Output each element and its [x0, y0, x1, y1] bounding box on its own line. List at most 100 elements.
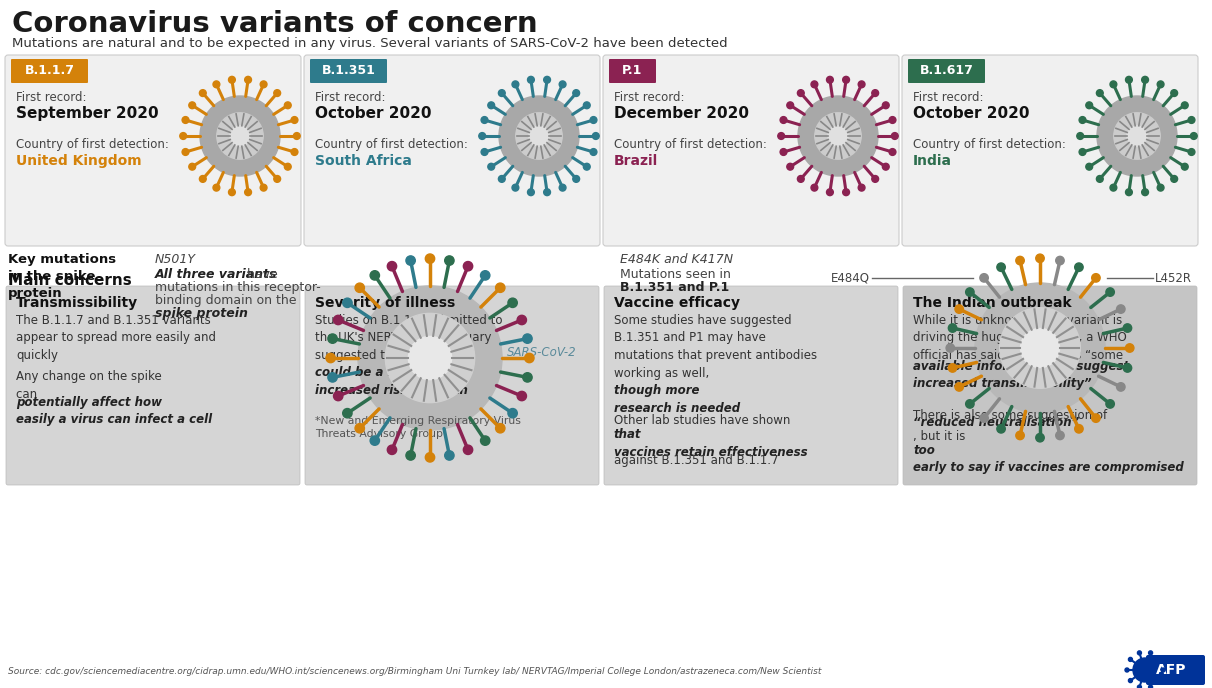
Circle shape — [842, 76, 850, 83]
Circle shape — [1116, 383, 1125, 391]
Circle shape — [583, 163, 590, 170]
Circle shape — [1105, 288, 1114, 297]
Circle shape — [947, 344, 955, 352]
Circle shape — [179, 133, 187, 140]
Circle shape — [274, 89, 281, 96]
Circle shape — [1157, 678, 1161, 682]
FancyBboxPatch shape — [305, 286, 599, 485]
Circle shape — [291, 149, 298, 155]
Circle shape — [559, 184, 566, 191]
Circle shape — [1188, 149, 1195, 155]
Circle shape — [858, 81, 865, 88]
Circle shape — [583, 102, 590, 109]
Circle shape — [573, 89, 579, 96]
Circle shape — [948, 324, 956, 332]
Circle shape — [522, 334, 532, 343]
Text: There is also some suggestion of: There is also some suggestion of — [913, 392, 1107, 422]
Text: that
vaccines retain effectiveness: that vaccines retain effectiveness — [614, 428, 807, 458]
Text: Vaccine efficacy: Vaccine efficacy — [614, 296, 741, 310]
Circle shape — [955, 383, 964, 391]
Text: L452R: L452R — [1155, 272, 1191, 285]
Circle shape — [1171, 175, 1178, 182]
Circle shape — [1149, 651, 1153, 655]
Circle shape — [388, 445, 396, 455]
Circle shape — [189, 102, 195, 109]
Text: While it is unknown if the variant is
driving the huge India wave, a WHO
officia: While it is unknown if the variant is dr… — [913, 314, 1127, 362]
Text: spike protein: spike protein — [155, 307, 248, 320]
Text: B.1.617: B.1.617 — [920, 65, 973, 78]
Circle shape — [573, 175, 579, 182]
Circle shape — [1036, 433, 1045, 442]
Circle shape — [590, 149, 596, 155]
Circle shape — [499, 96, 579, 176]
Circle shape — [333, 391, 343, 400]
Text: Some studies have suggested
B.1.351 and P1 may have
mutations that prevent antib: Some studies have suggested B.1.351 and … — [614, 314, 817, 380]
Text: Mutations seen in: Mutations seen in — [621, 268, 731, 281]
Circle shape — [1097, 96, 1177, 176]
Text: October 2020: October 2020 — [315, 106, 431, 121]
Circle shape — [1157, 81, 1164, 88]
FancyBboxPatch shape — [5, 55, 301, 246]
Circle shape — [882, 163, 890, 170]
Circle shape — [522, 373, 532, 382]
Text: Transmissibility: Transmissibility — [16, 296, 138, 310]
Circle shape — [544, 189, 550, 195]
Circle shape — [189, 163, 195, 170]
Circle shape — [293, 133, 301, 140]
Text: First record:: First record: — [315, 91, 385, 104]
Circle shape — [487, 163, 494, 170]
Circle shape — [1126, 189, 1132, 195]
Text: E484Q: E484Q — [831, 272, 870, 285]
Circle shape — [1182, 102, 1188, 109]
Circle shape — [1000, 308, 1080, 388]
FancyBboxPatch shape — [604, 55, 899, 246]
Text: E484K and K417N: E484K and K417N — [621, 253, 733, 266]
Circle shape — [358, 286, 502, 430]
Circle shape — [285, 163, 291, 170]
Text: B.1.1.7: B.1.1.7 — [24, 65, 74, 78]
Circle shape — [229, 189, 235, 195]
Circle shape — [1086, 102, 1092, 109]
Circle shape — [479, 133, 486, 140]
Text: The Indian outbreak: The Indian outbreak — [913, 296, 1071, 310]
Text: , but it is: , but it is — [913, 430, 970, 443]
Text: B.1.351 and P.1: B.1.351 and P.1 — [621, 281, 730, 294]
Circle shape — [508, 298, 518, 308]
Circle shape — [217, 113, 263, 159]
Text: too
early to say if vaccines are compromised: too early to say if vaccines are comprom… — [913, 444, 1184, 475]
Text: against B.1.351 and B.1.1.7: against B.1.351 and B.1.1.7 — [614, 454, 778, 467]
Text: All three variants: All three variants — [155, 268, 278, 281]
Text: Country of first detection:: Country of first detection: — [315, 138, 468, 151]
Circle shape — [370, 270, 379, 280]
Text: First record:: First record: — [16, 91, 86, 104]
Circle shape — [1126, 76, 1132, 83]
Text: though more
research is needed: though more research is needed — [614, 384, 741, 414]
Circle shape — [1056, 257, 1064, 265]
Circle shape — [1114, 113, 1160, 159]
Text: Country of first detection:: Country of first detection: — [16, 138, 168, 151]
Circle shape — [996, 424, 1005, 433]
Circle shape — [1036, 254, 1045, 263]
FancyBboxPatch shape — [6, 286, 301, 485]
Circle shape — [518, 315, 526, 325]
Circle shape — [787, 163, 794, 170]
Circle shape — [1125, 668, 1130, 672]
Circle shape — [508, 409, 518, 418]
Text: “reduced neutralisation”: “reduced neutralisation” — [913, 416, 1079, 429]
Circle shape — [445, 256, 454, 266]
Circle shape — [328, 334, 337, 343]
Circle shape — [1075, 424, 1084, 433]
Circle shape — [1105, 400, 1114, 408]
Circle shape — [274, 175, 281, 182]
Circle shape — [1157, 184, 1164, 191]
Circle shape — [1126, 344, 1134, 352]
FancyBboxPatch shape — [903, 286, 1197, 485]
Circle shape — [445, 451, 454, 460]
Text: Country of first detection:: Country of first detection: — [614, 138, 767, 151]
Circle shape — [781, 149, 787, 155]
Circle shape — [871, 89, 879, 96]
Circle shape — [200, 175, 206, 182]
Text: First record:: First record: — [913, 91, 983, 104]
Text: October 2020: October 2020 — [913, 106, 1029, 121]
Circle shape — [974, 283, 1105, 413]
